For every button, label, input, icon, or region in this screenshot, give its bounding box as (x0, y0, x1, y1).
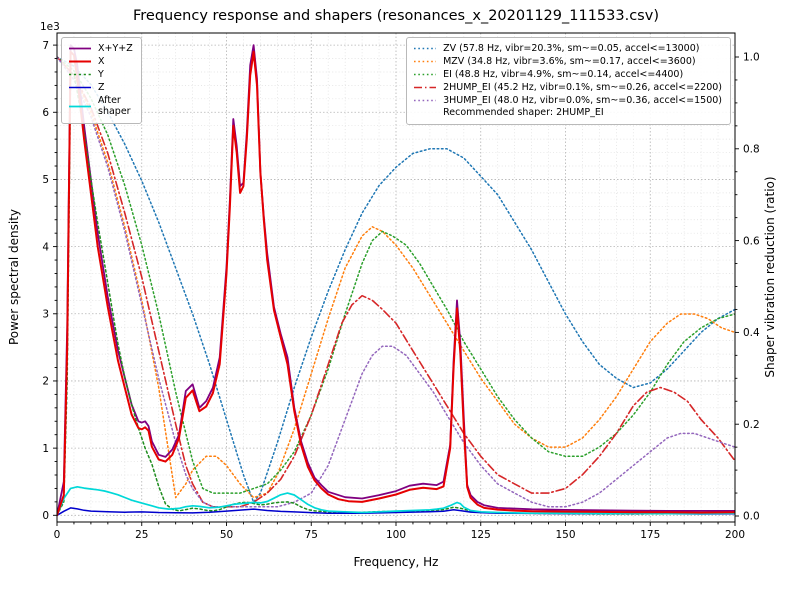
x-tick-label: 150 (555, 529, 575, 541)
legend-entry: X+Y+Z (68, 43, 133, 55)
series-y (57, 71, 735, 517)
x-tick-label: 25 (135, 529, 148, 541)
legend-label: X+Y+Z (98, 43, 133, 54)
recommended-shaper-label: Recommended shaper: 2HUMP_EI (443, 107, 604, 119)
legend-entry: Z (68, 82, 133, 94)
x-tick-label: 125 (471, 529, 491, 541)
legend-line-sample (69, 73, 91, 76)
legend-entry: EI (48.8 Hz, vibr=4.9%, sm~=0.14, accel<… (413, 69, 722, 81)
y-right-tick-label: 1.0 (743, 52, 760, 64)
y-left-tick-label: 7 (42, 40, 49, 52)
y-left-tick-label: 0 (42, 510, 49, 522)
legend-label: 2HUMP_EI (45.2 Hz, vibr=0.1%, sm~=0.26, … (443, 81, 722, 93)
series-3hump_ei (57, 56, 735, 508)
legend-line-sample (414, 48, 437, 50)
x-tick-label: 50 (220, 529, 233, 541)
legend-line-sample (69, 105, 91, 108)
legend-label: After shaper (98, 94, 131, 118)
legend-label: EI (48.8 Hz, vibr=4.9%, sm~=0.14, accel<… (443, 68, 684, 80)
y-right-tick-label: 0.8 (743, 144, 760, 156)
axes-frame (56, 32, 736, 523)
legend-line-sample (414, 99, 437, 102)
legend-line-sample (69, 48, 91, 50)
legend-line-sample (69, 60, 91, 63)
y-axis-multiplier: 1e3 (40, 21, 60, 33)
y-left-tick-label: 4 (42, 241, 49, 253)
x-tick-label: 75 (305, 529, 318, 541)
y-left-tick-label: 2 (42, 376, 49, 388)
y-right-tick-label: 0.4 (743, 327, 760, 339)
y-right-tick-label: 0.6 (743, 235, 760, 247)
y-right-tick-label: 0.0 (743, 511, 760, 523)
psd-legend: X+Y+Z X Y Z After shaper (61, 37, 142, 125)
y-right-tick-label: 0.2 (743, 419, 760, 431)
legend-line-sample (414, 61, 437, 63)
series-after-shaper (57, 485, 735, 517)
legend-label: Z (98, 81, 105, 93)
legend-label: MZV (34.8 Hz, vibr=3.6%, sm~=0.17, accel… (443, 55, 696, 67)
y-left-tick-label: 5 (42, 174, 49, 186)
legend-entry: 2HUMP_EI (45.2 Hz, vibr=0.1%, sm~=0.26, … (413, 82, 722, 94)
legend-label: ZV (57.8 Hz, vibr=20.3%, sm~=0.05, accel… (443, 43, 700, 54)
legend-label: X (98, 55, 105, 67)
x-tick-label: 0 (54, 529, 61, 541)
series-x (57, 50, 735, 517)
recommended-shaper-note: Recommended shaper: 2HUMP_EI (413, 107, 722, 119)
x-tick-label: 175 (640, 529, 660, 541)
series-zv (57, 56, 735, 503)
shaper-legend: ZV (57.8 Hz, vibr=20.3%, sm~=0.05, accel… (406, 37, 731, 126)
x-tick-label: 200 (725, 529, 745, 541)
legend-entry: X (68, 56, 133, 68)
legend-line-sample (69, 86, 91, 89)
y-left-tick-label: 6 (42, 107, 49, 119)
legend-line-sample (414, 73, 437, 76)
legend-label: Y (98, 68, 104, 80)
legend-label: 3HUMP_EI (48.0 Hz, vibr=0.0%, sm~=0.36, … (443, 94, 722, 106)
series-mzv (57, 56, 735, 499)
right-y-axis-label: Shaper vibration reduction (ratio) (763, 176, 777, 378)
legend-entry: 3HUMP_EI (48.0 Hz, vibr=0.0%, sm~=0.36, … (413, 95, 722, 107)
chart-title: Frequency response and shapers (resonanc… (133, 8, 659, 24)
series-2hump_ei (57, 56, 735, 508)
x-tick-label: 100 (386, 529, 406, 541)
y-left-tick-label: 3 (42, 308, 49, 320)
legend-entry: ZV (57.8 Hz, vibr=20.3%, sm~=0.05, accel… (413, 43, 722, 55)
y-left-tick-label: 1 (42, 443, 49, 455)
x-axis-label: Frequency, Hz (353, 555, 439, 569)
legend-line-sample (414, 86, 437, 89)
legend-entry: MZV (34.8 Hz, vibr=3.6%, sm~=0.17, accel… (413, 56, 722, 68)
left-y-axis-label: Power spectral density (7, 208, 21, 346)
legend-entry: After shaper (68, 95, 133, 119)
legend-entry: Y (68, 69, 133, 81)
